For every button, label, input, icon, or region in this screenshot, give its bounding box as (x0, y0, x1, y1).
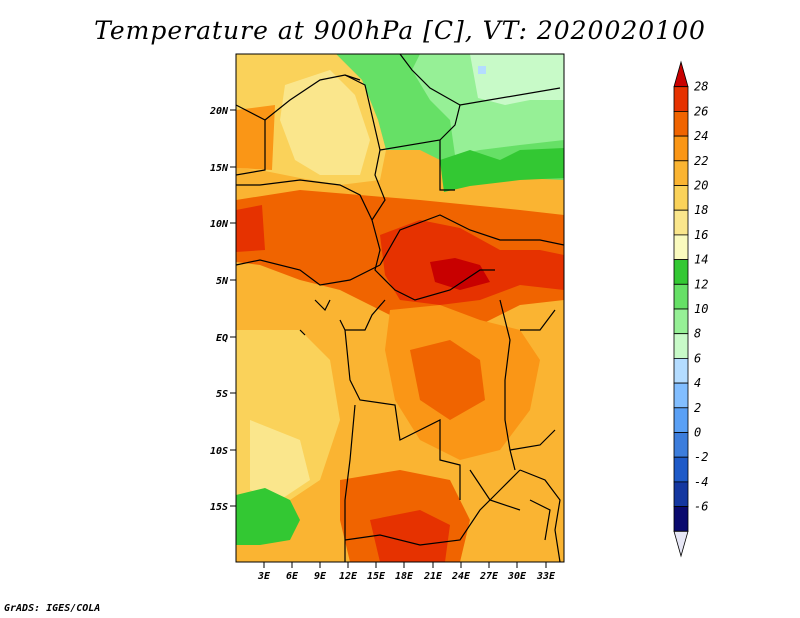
colorbar-segment (673, 86, 689, 112)
lon-label: 21E (423, 571, 443, 582)
colorbar-label: -6 (694, 500, 708, 514)
colorbar-segment (673, 209, 689, 236)
colorbar-label: 20 (694, 179, 708, 193)
colorbar-segment (673, 357, 689, 384)
lon-label: 33E (536, 571, 556, 582)
colorbar-label: 28 (694, 80, 708, 94)
lat-label: 10S (210, 446, 228, 457)
lon-axis (263, 562, 547, 568)
colorbar-segment (673, 506, 689, 532)
lon-label: 18E (395, 571, 414, 582)
colorbar-segment (673, 283, 689, 310)
colorbar-segment (673, 135, 689, 162)
credit-text: GrADS: IGES/COLA (4, 603, 101, 614)
colorbar-segment (673, 111, 689, 137)
colorbar-label: 2 (694, 401, 701, 415)
lat-label: 15S (210, 502, 228, 513)
lon-label: 24E (451, 571, 471, 582)
colorbar-segment (673, 234, 689, 260)
colorbar-segment (673, 382, 689, 409)
colorbar-segment (673, 530, 689, 558)
colorbar-segment (673, 333, 689, 359)
colorbar-label: 26 (694, 104, 708, 118)
map-frame (235, 53, 565, 563)
lon-label: 3E (257, 571, 271, 582)
colorbar-label: 8 (694, 327, 701, 341)
lat-label: 5S (216, 389, 228, 400)
lon-label: 27E (479, 571, 499, 582)
lon-label: 15E (367, 571, 386, 582)
colorbar-label: 14 (694, 253, 708, 267)
lat-label: EQ (216, 333, 228, 344)
colorbar-label: 12 (694, 277, 708, 291)
colorbar-segment (673, 160, 689, 186)
colorbar-label: 24 (694, 129, 708, 143)
lon-label: 30E (507, 571, 527, 582)
lon-label: 6E (286, 571, 299, 582)
colorbar-segment (673, 456, 689, 483)
colorbar-label: 22 (694, 154, 708, 168)
colorbar-label: 6 (694, 351, 701, 365)
colorbar-segment (673, 259, 689, 285)
colorbar-label: -4 (694, 475, 708, 489)
lon-label: 12E (339, 571, 358, 582)
colorbar-segment (673, 407, 689, 433)
colorbar-label: 16 (694, 228, 708, 242)
chart-title: Temperature at 900hPa [C], VT: 202002010… (94, 16, 706, 45)
colorbar-label: 4 (694, 376, 701, 390)
lon-label: 9E (314, 571, 327, 582)
lat-label: 20N (209, 106, 229, 117)
lat-label: 15N (210, 163, 229, 174)
colorbar-label: -2 (694, 450, 708, 464)
lat-label: 10N (210, 219, 229, 230)
colorbar-segment (673, 481, 689, 507)
colorbar-label: 10 (694, 302, 708, 316)
colorbar-label: 0 (694, 426, 701, 440)
country-borders (236, 54, 564, 562)
temperature-field (236, 54, 564, 562)
colorbar-segment (673, 60, 689, 88)
colorbar-segment (673, 308, 689, 335)
lat-axis (230, 109, 236, 507)
colorbar-segment (673, 432, 689, 458)
colorbar-segment (673, 185, 689, 211)
lat-label: 5N (216, 276, 229, 287)
colorbar-label: 18 (694, 203, 708, 217)
